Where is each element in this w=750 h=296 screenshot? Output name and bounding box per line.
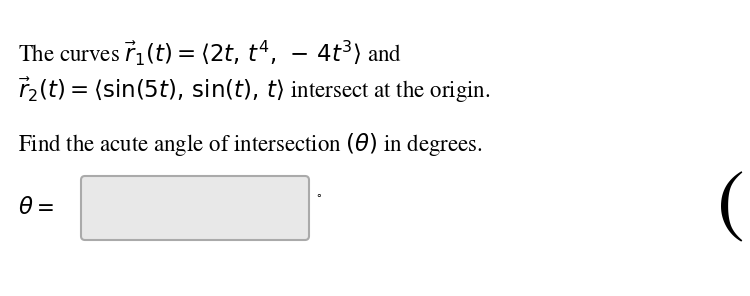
Text: The curves $\vec{r}_1(t) = \langle 2t,\, t^4,\, -\,4t^3 \rangle$ and: The curves $\vec{r}_1(t) = \langle 2t,\,…: [18, 38, 402, 67]
FancyBboxPatch shape: [81, 176, 309, 240]
Text: $\vec{r}_2(t) = \langle \sin(5t),\, \sin(t),\, t \rangle$ intersect at the origi: $\vec{r}_2(t) = \langle \sin(5t),\, \sin…: [18, 76, 490, 105]
Text: Find the acute angle of intersection $(\theta)$ in degrees.: Find the acute angle of intersection $(\…: [18, 131, 483, 158]
Text: (: (: [717, 171, 745, 245]
Text: $^{\circ}$: $^{\circ}$: [315, 192, 322, 206]
Text: $\theta$ =: $\theta$ =: [18, 197, 54, 219]
